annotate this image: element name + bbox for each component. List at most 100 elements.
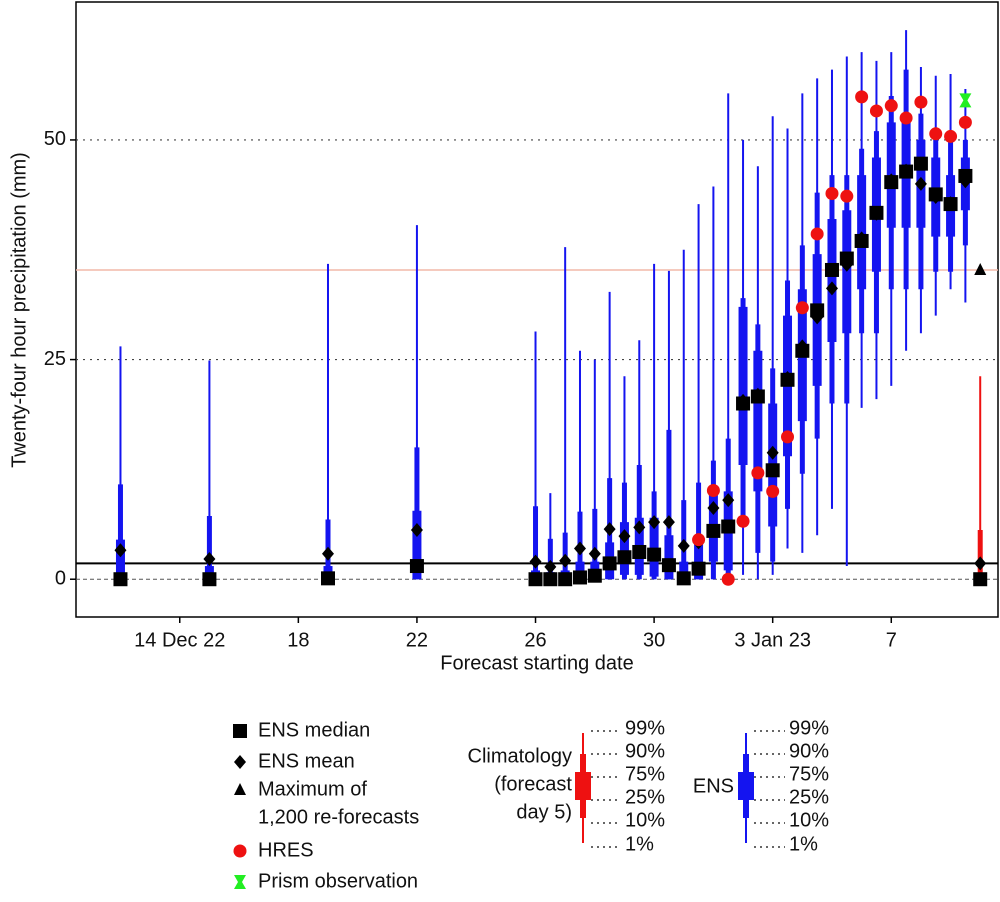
diamond-marker [959, 174, 972, 189]
x-tick-label: 22 [406, 629, 428, 651]
ens-key-title: ENS [693, 775, 734, 797]
legend-label: ENS median [258, 719, 370, 741]
climatology-key-title: day 5) [516, 801, 572, 823]
climatology-key-title: (forecast [494, 773, 572, 795]
legend-marker [233, 724, 247, 738]
square-marker [810, 303, 825, 318]
diamond-marker [648, 515, 661, 530]
max-reforecast-marker [974, 262, 987, 275]
climatology-median [973, 572, 988, 587]
diamond-marker [529, 554, 542, 569]
square-marker [691, 561, 706, 576]
x-tick-label: 18 [287, 629, 309, 651]
legend-marker [234, 755, 246, 769]
key-label: 99% [789, 717, 829, 739]
legend-marker [234, 783, 246, 795]
square-marker [913, 156, 928, 171]
diamond-marker [603, 522, 616, 537]
square-marker [113, 572, 128, 587]
diamond-marker [885, 173, 898, 188]
square-marker [202, 572, 217, 587]
x-tick-label: 26 [524, 629, 546, 651]
legend-label: ENS mean [258, 750, 355, 772]
key-label: 25% [625, 786, 665, 808]
x-axis-label: Forecast starting date [440, 652, 633, 674]
square-marker [661, 558, 676, 573]
diamond-marker [840, 257, 853, 272]
square-marker [409, 559, 424, 574]
diamond-marker [900, 163, 913, 178]
square-marker [765, 463, 780, 478]
diamond-marker [766, 445, 779, 460]
key-label: 10% [625, 809, 665, 831]
circle-marker [795, 301, 809, 315]
diamond-marker [114, 543, 127, 558]
key-label: 10% [789, 809, 829, 831]
key-label: 25% [789, 786, 829, 808]
square-marker [572, 570, 587, 585]
diamond-marker [722, 493, 735, 508]
circle-marker [781, 430, 795, 444]
diamond-marker [944, 196, 957, 211]
y-axis-label: Twenty-four hour precipitation (mm) [8, 152, 30, 468]
circle-marker [914, 95, 928, 109]
x-tick-label: 7 [886, 629, 897, 651]
square-marker [528, 572, 543, 587]
diamond-marker [410, 523, 423, 538]
legend-label: HRES [258, 839, 314, 861]
diamond-marker [914, 176, 927, 191]
legend-label: Prism observation [258, 870, 418, 892]
legend-marker [234, 875, 246, 889]
diamond-marker [929, 190, 942, 205]
square-marker [647, 547, 662, 562]
square-marker [558, 572, 573, 587]
diamond-marker [811, 310, 824, 325]
diamond-marker [662, 515, 675, 530]
diamond-marker [321, 546, 334, 561]
circle-marker [840, 189, 854, 203]
y-tick-label: 0 [55, 568, 66, 590]
plot-frame [75, 1, 999, 618]
diamond-marker [751, 387, 764, 402]
square-marker [602, 556, 617, 571]
circle-marker [855, 90, 869, 104]
key-label: 99% [625, 717, 665, 739]
diamond-marker [825, 281, 838, 296]
diamond-marker [544, 559, 557, 574]
legend-label: Maximum of [258, 778, 367, 800]
climatology-mean [974, 556, 987, 571]
diamond-marker [781, 371, 794, 386]
diamond-marker [737, 393, 750, 408]
diamond-marker [633, 520, 646, 535]
circle-marker [736, 514, 750, 528]
circle-marker [929, 127, 943, 141]
circle-marker [958, 115, 972, 129]
circle-marker [692, 533, 706, 547]
y-tick-label: 25 [44, 348, 66, 370]
x-tick-label: 30 [643, 629, 665, 651]
key-label: 90% [789, 740, 829, 762]
prism-marker [959, 93, 972, 108]
circle-marker [884, 99, 898, 113]
y-tick-label: 50 [44, 128, 66, 150]
circle-marker [869, 104, 883, 118]
circle-marker [706, 483, 720, 497]
circle-marker [810, 227, 824, 241]
square-marker [587, 568, 602, 583]
square-marker [676, 571, 691, 586]
square-marker [632, 544, 647, 559]
diamond-marker [870, 206, 883, 221]
x-tick-label: 14 Dec 22 [134, 629, 225, 651]
diamond-marker [618, 529, 631, 544]
key-label: 1% [625, 833, 654, 855]
diamond-marker [588, 546, 601, 561]
diamond-marker [796, 339, 809, 354]
diamond-marker [573, 541, 586, 556]
square-marker [617, 550, 632, 565]
diamond-marker [707, 501, 720, 516]
circle-marker [944, 129, 958, 143]
climatology-key-title: Climatology [468, 745, 572, 767]
key-label: 1% [789, 833, 818, 855]
legend-label: 1,200 re-forecasts [258, 806, 419, 828]
